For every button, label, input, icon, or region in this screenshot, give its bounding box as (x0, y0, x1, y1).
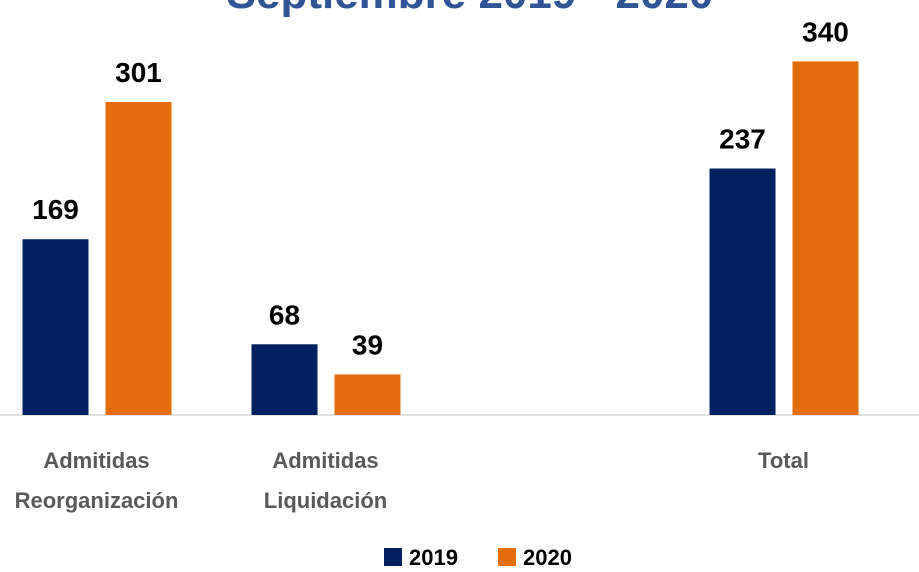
bar (251, 344, 318, 415)
chart-title: Septiembre 2019 - 2020 (227, 0, 714, 18)
x-tick-label: Admitidas Reorganización (15, 448, 179, 513)
data-label: 169 (32, 194, 79, 225)
data-label: 340 (802, 16, 849, 47)
bar (709, 168, 776, 415)
data-label: 237 (719, 124, 766, 155)
bar (22, 239, 89, 415)
data-label: 68 (269, 299, 300, 330)
bar (792, 61, 859, 416)
legend-swatch (384, 548, 402, 566)
data-label: 301 (115, 57, 162, 88)
x-tick-label: Admitidas Liquidación (264, 448, 387, 513)
data-label: 39 (352, 329, 383, 360)
bar (105, 101, 172, 416)
x-tick-label: Total (758, 448, 809, 473)
bar (334, 374, 401, 415)
legend-label: 2019 (409, 545, 458, 570)
legend-label: 2020 (523, 545, 572, 570)
legend-swatch (498, 548, 516, 566)
